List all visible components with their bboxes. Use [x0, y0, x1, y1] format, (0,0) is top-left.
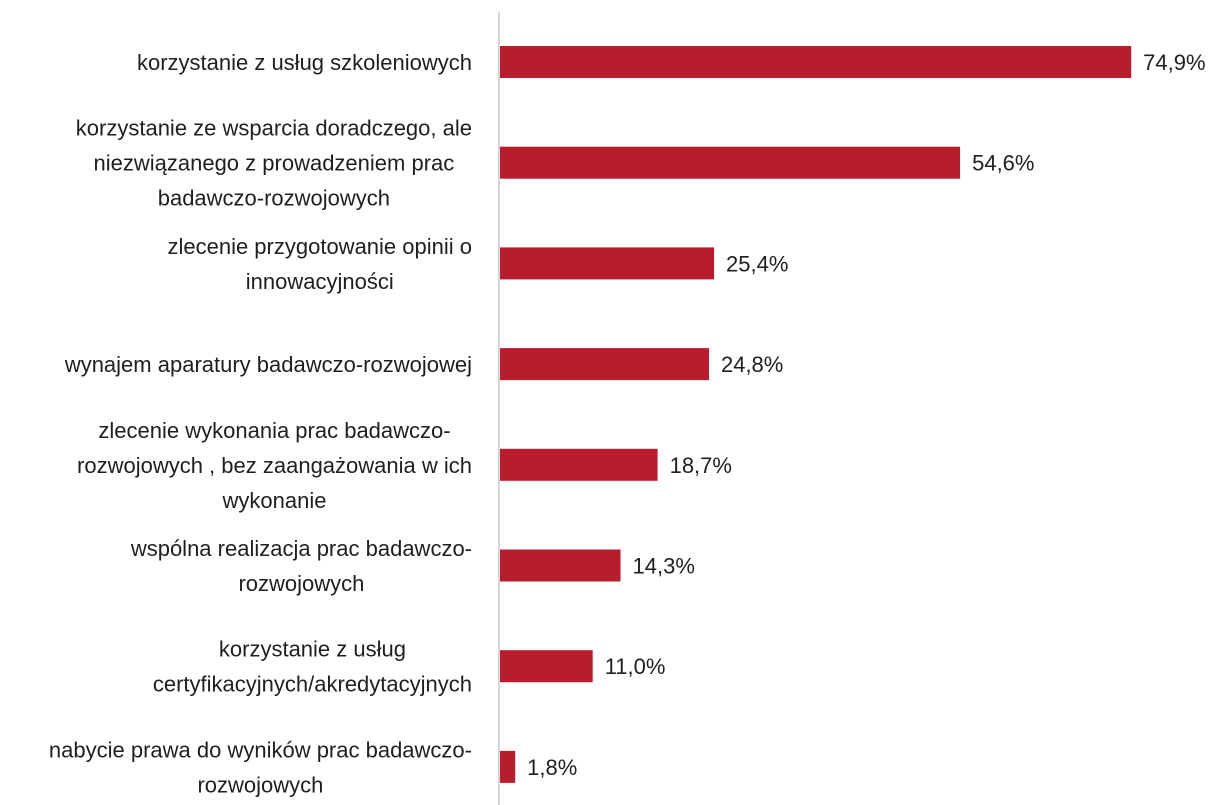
bar-7	[500, 650, 593, 683]
bars-group	[500, 46, 1132, 783]
category-label-1: korzystanie z usług szkoleniowych	[137, 50, 472, 75]
category-label-7: korzystanie z usług certyfikacyjnych/akre…	[153, 637, 472, 697]
value-label-2: 54,6%	[972, 151, 1034, 176]
bar-3	[500, 247, 715, 280]
category-label-5: zlecenie wykonania prac badawczo-rozwojo…	[77, 418, 472, 513]
bar-2	[500, 146, 961, 179]
value-label-7: 11,0%	[605, 654, 666, 679]
category-labels-group: korzystanie z usług szkoleniowych korzyst…	[49, 50, 472, 797]
bar-5	[500, 448, 658, 481]
bar-8	[500, 750, 516, 783]
value-label-5: 18,7%	[670, 453, 732, 478]
category-label-4: wynajem aparatury badawczo-rozwojowej	[64, 352, 472, 377]
bar-6	[500, 549, 621, 582]
bar-1	[500, 46, 1132, 78]
category-label-6: wspólna realizacja prac badawczo-rozwojo…	[130, 536, 472, 596]
value-label-3: 25,4%	[726, 251, 788, 276]
value-label-4: 24,8%	[721, 352, 783, 377]
value-labels-group: 74,9% 54,6% 25,4% 24,8% 18,7% 14,3% 11,0% 1,8%	[527, 50, 1205, 780]
bar-4	[500, 348, 709, 381]
value-label-1: 74,9%	[1143, 50, 1205, 75]
value-label-6: 14,3%	[633, 554, 695, 579]
value-label-8: 1,8%	[527, 755, 577, 780]
category-label-2: korzystanie ze wsparcia doradczego, ale n…	[76, 116, 472, 211]
category-label-3: zlecenie przygotowanie opinii o innowacyj…	[167, 234, 472, 294]
category-label-8: nabycie prawa do wyników prac badawczo-r…	[49, 737, 472, 797]
